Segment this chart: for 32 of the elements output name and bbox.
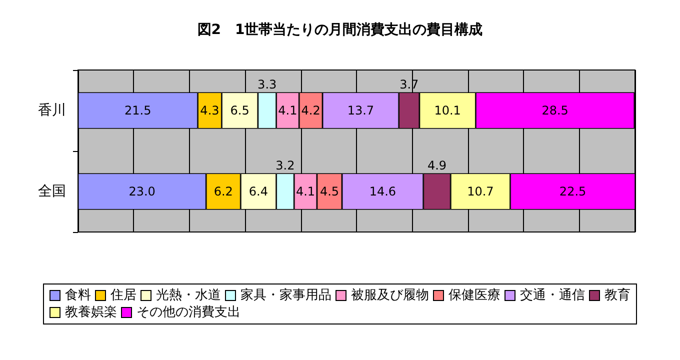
- legend-label: 交通・通信: [520, 287, 585, 303]
- data-label: 4.1: [278, 104, 298, 118]
- data-label: 23.0: [128, 184, 156, 198]
- data-label: 28.5: [542, 104, 568, 118]
- data-label: 6.2: [214, 184, 233, 198]
- data-label: 10.1: [434, 104, 461, 118]
- legend-label: 被服及び履物: [351, 288, 429, 303]
- data-label: 3.3: [258, 77, 277, 92]
- data-label: 10.7: [467, 184, 494, 198]
- data-label: 6.4: [248, 184, 268, 198]
- data-label: 4.1: [296, 184, 316, 198]
- data-label: 14.6: [369, 184, 396, 198]
- chart-title: 図2 1世帯当たりの月間消費支出の費目構成: [197, 22, 483, 38]
- legend-label: その他の消費支出: [136, 305, 240, 320]
- data-label: 6.5: [230, 104, 250, 118]
- legend-label: 教育: [604, 287, 630, 303]
- data-label: 4.2: [301, 104, 320, 118]
- legend-label: 食料: [65, 288, 91, 303]
- y-tick-label: 香川: [38, 102, 66, 118]
- legend-label: 家具・家事用品: [240, 287, 332, 303]
- data-label: 4.5: [320, 184, 340, 198]
- data-label: 22.5: [559, 184, 586, 198]
- data-label: 4.9: [427, 158, 447, 172]
- data-label: 13.7: [347, 104, 374, 118]
- legend-label: 教養娯楽: [65, 305, 117, 320]
- data-label: 3.2: [276, 158, 295, 172]
- data-label: 21.5: [124, 104, 152, 118]
- legend-label: 保健医療: [448, 288, 500, 303]
- legend-label: 光熱・水道: [156, 288, 221, 303]
- legend-label: 住居: [110, 288, 136, 303]
- y-tick-label: 全国: [38, 184, 66, 200]
- data-label: 4.3: [200, 104, 220, 118]
